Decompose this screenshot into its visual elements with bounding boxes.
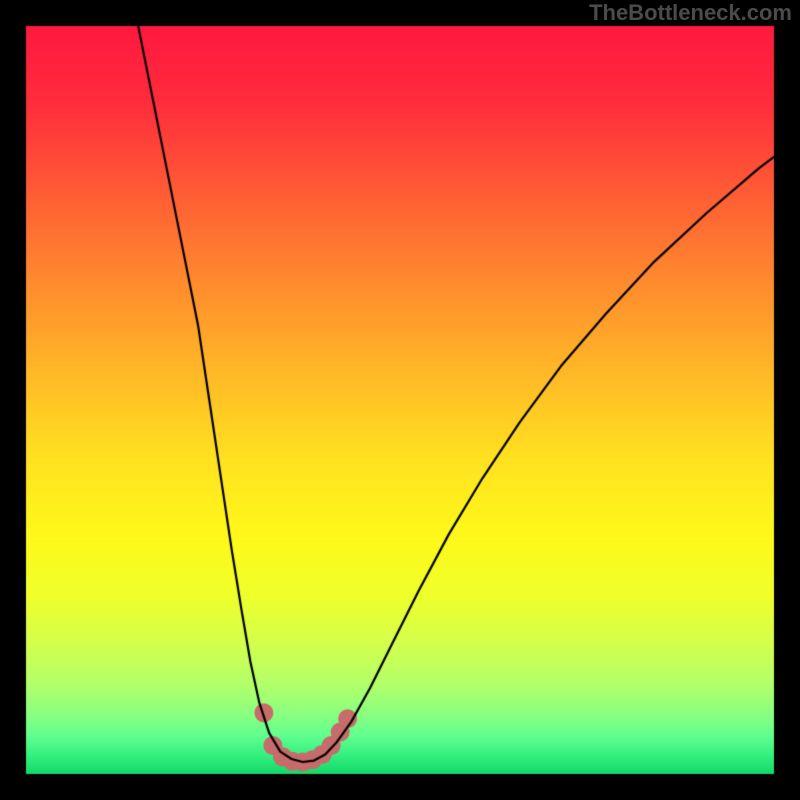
bottleneck-chart-canvas: [0, 0, 800, 800]
chart-stage: TheBottleneck.com: [0, 0, 800, 800]
